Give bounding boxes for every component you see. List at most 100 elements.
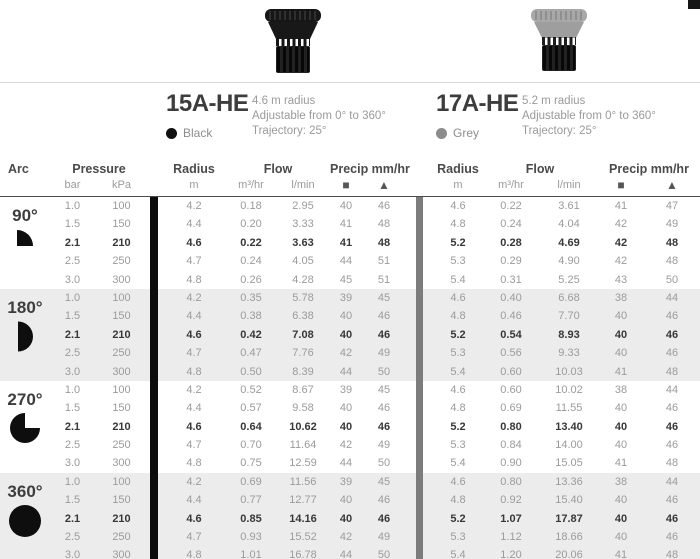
radius-m: 4.8 bbox=[186, 457, 202, 470]
flow-lmin: 10.02 bbox=[555, 383, 583, 396]
precip-square: 42 bbox=[614, 218, 628, 231]
precip-square: 40 bbox=[614, 512, 628, 525]
pressure-bar: 2.5 bbox=[64, 255, 81, 268]
table-row: 3.0 300 4.8 1.01 16.78 44 50 5.4 1.20 20.06 41 48 bbox=[0, 546, 700, 559]
precip-triangle: 47 bbox=[665, 200, 679, 212]
precip-triangle: 44 bbox=[665, 383, 679, 396]
table-row: 3.0 300 4.8 0.50 8.39 44 50 5.4 0.60 10.03 41 48 bbox=[0, 363, 700, 381]
precip-triangle: 48 bbox=[665, 457, 679, 470]
col-header-flow-2: Flow bbox=[525, 162, 555, 176]
precip-triangle: 51 bbox=[377, 255, 391, 268]
precip-square: 41 bbox=[614, 457, 628, 470]
pressure-kpa: 300 bbox=[112, 273, 131, 286]
radius-m: 5.2 bbox=[450, 420, 466, 433]
spacer bbox=[0, 271, 50, 289]
radius-m: 4.6 bbox=[186, 236, 202, 249]
flow-lmin: 10.03 bbox=[555, 365, 583, 378]
arc-header: 180° bbox=[0, 298, 50, 357]
radius-m: 5.3 bbox=[450, 531, 466, 544]
radius-m: 4.2 bbox=[186, 475, 202, 488]
flow-lmin: 15.05 bbox=[555, 457, 583, 470]
precip-square: 42 bbox=[339, 347, 353, 360]
flow-lmin: 11.64 bbox=[289, 439, 317, 452]
table-subheader-row: bar kPa m m³/hr l/min ■ ▲ m m³/hr l/min … bbox=[0, 176, 700, 194]
table-row: 2.5 250 4.7 0.47 7.76 42 49 5.3 0.56 9.33 40 46 bbox=[0, 344, 700, 362]
radius-m: 4.2 bbox=[186, 383, 202, 396]
radius-m: 5.4 bbox=[450, 273, 466, 286]
table-row: 1.5 150 4.4 0.20 3.33 41 48 4.8 0.24 4.04 42 49 bbox=[0, 215, 700, 233]
precip-triangle: 48 bbox=[377, 218, 391, 231]
pressure-bar: 1.0 bbox=[64, 383, 81, 396]
pressure-kpa: 150 bbox=[112, 494, 131, 507]
precip-triangle: 45 bbox=[377, 291, 391, 304]
flow-lmin: 15.40 bbox=[555, 494, 583, 507]
pressure-bar: 3.0 bbox=[64, 457, 81, 470]
section-divider bbox=[0, 82, 700, 83]
flow-lmin: 14.16 bbox=[289, 512, 317, 525]
flow-lmin: 13.40 bbox=[555, 420, 583, 433]
arc-90-icon bbox=[0, 229, 50, 252]
flow-m3hr: 0.28 bbox=[500, 236, 522, 249]
precip-triangle: 46 bbox=[377, 328, 391, 341]
arc-180-icon bbox=[0, 321, 50, 357]
radius-spec: 4.6 m radius bbox=[252, 95, 316, 107]
pressure-bar: 3.0 bbox=[64, 549, 81, 559]
radius-m: 4.8 bbox=[450, 310, 466, 323]
flow-lmin: 13.36 bbox=[555, 475, 583, 488]
pressure-kpa: 100 bbox=[112, 291, 131, 304]
radius-m: 5.2 bbox=[450, 328, 466, 341]
flow-m3hr: 0.40 bbox=[500, 291, 522, 304]
flow-m3hr: 0.47 bbox=[240, 347, 262, 360]
flow-lmin: 20.06 bbox=[555, 549, 583, 559]
pressure-bar: 3.0 bbox=[64, 365, 81, 378]
precip-triangle: 50 bbox=[377, 365, 391, 378]
flow-m3hr: 0.69 bbox=[240, 475, 262, 488]
pressure-kpa: 210 bbox=[112, 236, 131, 249]
flow-m3hr: 0.20 bbox=[240, 218, 262, 231]
flow-m3hr: 1.20 bbox=[500, 549, 522, 559]
flow-m3hr: 1.12 bbox=[500, 531, 522, 544]
arc-group-180: 180° 1.0 100 4.2 0.35 5.78 39 45 4.6 0.40 6.68 38 44… bbox=[0, 288, 700, 381]
precip-square: 39 bbox=[339, 291, 353, 304]
radius-m: 4.6 bbox=[450, 200, 466, 212]
col-header-flow-1: Flow bbox=[263, 162, 293, 176]
radius-m: 4.8 bbox=[450, 218, 466, 231]
flow-lmin: 5.78 bbox=[292, 291, 314, 304]
flow-lmin: 7.08 bbox=[292, 328, 314, 341]
radius-m: 4.8 bbox=[450, 494, 466, 507]
triangle-icon: ▲ bbox=[666, 178, 678, 192]
precip-square: 38 bbox=[614, 383, 628, 396]
pressure-bar: 2.5 bbox=[64, 531, 81, 544]
flow-lmin: 14.00 bbox=[555, 439, 583, 452]
square-icon: ■ bbox=[342, 178, 350, 192]
arc-group-270: 270° 1.0 100 4.2 0.52 8.67 39 45 4.6 0.60 10.02 38 4… bbox=[0, 381, 700, 473]
pressure-bar: 3.0 bbox=[64, 273, 81, 286]
col-header-pressure: Pressure bbox=[72, 162, 126, 176]
table-row: 1.5 150 4.4 0.77 12.77 40 46 4.8 0.92 15.40 40 46 bbox=[0, 491, 700, 509]
flow-lmin: 3.63 bbox=[292, 236, 314, 249]
arc-header: 360° bbox=[0, 482, 50, 542]
precip-square: 41 bbox=[614, 200, 628, 212]
subheader-m3hr-2: m³/hr bbox=[498, 179, 524, 191]
precip-square: 40 bbox=[614, 439, 628, 452]
product-summaries: 15A-HE Black 4.6 m radius Adjustable fro… bbox=[0, 92, 700, 154]
flow-m3hr: 0.60 bbox=[500, 383, 522, 396]
precip-triangle: 50 bbox=[665, 273, 679, 286]
table-row: 1.5 150 4.4 0.38 6.38 40 46 4.8 0.46 7.70 40 46 bbox=[0, 307, 700, 325]
radius-m: 4.6 bbox=[450, 475, 466, 488]
flow-lmin: 3.33 bbox=[292, 218, 314, 231]
flow-m3hr: 0.22 bbox=[500, 200, 522, 212]
flow-m3hr: 0.60 bbox=[500, 365, 522, 378]
radius-m: 4.2 bbox=[186, 200, 202, 212]
radius-m: 4.6 bbox=[186, 328, 202, 341]
precip-square: 41 bbox=[339, 218, 353, 231]
precip-triangle: 46 bbox=[665, 531, 679, 544]
radius-m: 5.2 bbox=[450, 512, 466, 525]
page-corner-mark bbox=[688, 0, 700, 9]
radius-m: 4.8 bbox=[186, 549, 202, 559]
flow-lmin: 11.55 bbox=[555, 402, 583, 415]
color-label: Black bbox=[183, 126, 213, 140]
radius-m: 4.7 bbox=[186, 531, 202, 544]
flow-m3hr: 0.64 bbox=[240, 420, 262, 433]
spacer bbox=[0, 252, 50, 270]
